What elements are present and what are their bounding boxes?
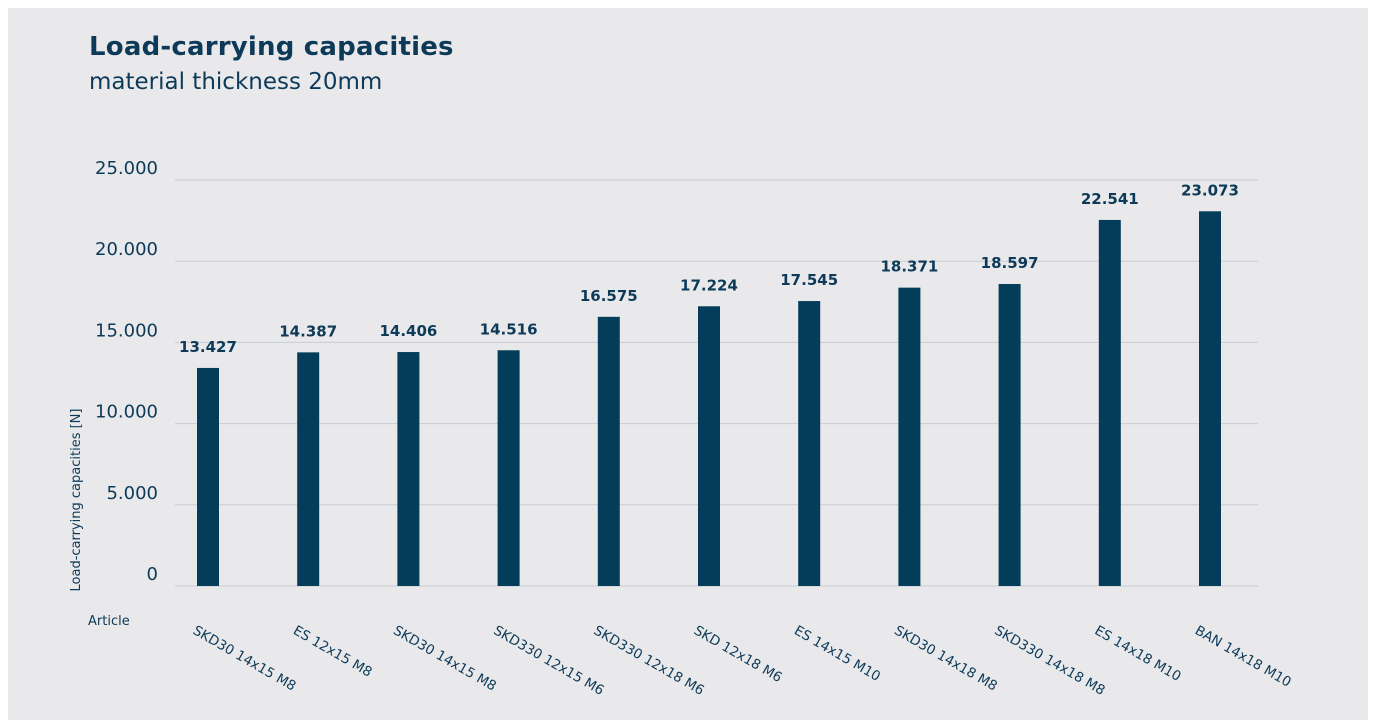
- bar: [798, 301, 821, 586]
- data-label: 22.541: [1081, 190, 1139, 208]
- y-axis-label: Load-carrying capacities [N]: [69, 409, 84, 592]
- bar: [597, 316, 620, 586]
- data-label: 14.387: [279, 322, 337, 340]
- x-tick-label: SKD330 14x18 M8: [992, 623, 1108, 699]
- data-label: 17.545: [780, 271, 838, 289]
- data-label: 23.073: [1181, 181, 1239, 199]
- x-tick-label: SKD330 12x18 M6: [591, 623, 707, 699]
- bar: [898, 287, 921, 586]
- y-tick-label: 25.000: [95, 158, 158, 179]
- x-tick-label: ES 14x15 M10: [791, 623, 883, 685]
- bar: [1098, 219, 1121, 587]
- y-tick-label: 15.000: [95, 320, 158, 341]
- x-tick-label: BAN 14x18 M10: [1192, 623, 1294, 691]
- data-label: 13.427: [179, 338, 237, 356]
- bar: [297, 352, 320, 586]
- x-tick-label: ES 12x15 M8: [290, 623, 374, 681]
- x-axis-label: Article: [88, 614, 130, 629]
- chart-title: Load-carrying capacities: [89, 32, 454, 62]
- x-tick-label: SKD30 14x18 M8: [891, 623, 1000, 695]
- x-tick-label: SKD30 14x15 M8: [390, 623, 499, 695]
- y-tick-label: 0: [147, 564, 158, 585]
- y-tick-label: 20.000: [95, 239, 158, 260]
- y-tick-label: 10.000: [95, 402, 158, 423]
- x-tick-label: SKD30 14x15 M8: [190, 623, 299, 695]
- data-label: 17.224: [680, 276, 738, 294]
- x-tick-label: ES 14x18 M10: [1092, 623, 1184, 685]
- bar: [1199, 211, 1221, 586]
- bar: [497, 350, 520, 586]
- data-label: 14.516: [480, 320, 538, 338]
- bar: [698, 306, 720, 586]
- bar: [998, 283, 1021, 586]
- y-tick-label: 5.000: [106, 483, 158, 504]
- chart-subtitle: material thickness 20mm: [89, 69, 383, 95]
- bar: [397, 352, 420, 586]
- data-label: 16.575: [580, 287, 638, 305]
- data-label: 14.406: [379, 322, 437, 340]
- chart-panel: [8, 8, 1368, 720]
- x-tick-label: SKD330 12x15 M6: [491, 623, 607, 699]
- x-tick-label: SKD 12x18 M6: [691, 623, 785, 686]
- bar: [197, 367, 219, 586]
- data-label: 18.597: [981, 254, 1039, 272]
- data-label: 18.371: [880, 258, 938, 276]
